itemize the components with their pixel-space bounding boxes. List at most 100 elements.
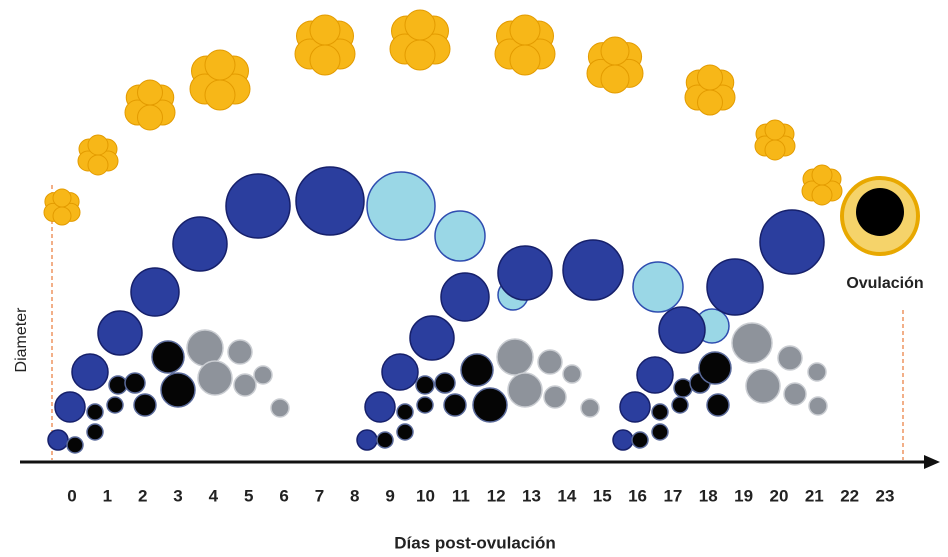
x-tick-label: 19: [734, 486, 753, 505]
small-follicle: [87, 424, 103, 440]
small-follicle: [377, 432, 393, 448]
atretic-follicle: [538, 350, 562, 374]
dominant-follicle: [659, 307, 705, 353]
x-tick-label: 13: [522, 486, 541, 505]
x-tick-label: 21: [805, 486, 824, 505]
dominant-follicle: [357, 430, 377, 450]
cloud-lobe: [88, 155, 108, 175]
cloud-lobe: [53, 207, 71, 225]
atretic-follicle: [228, 340, 252, 364]
atretic-follicle: [809, 397, 827, 415]
atretic-follicle: [746, 369, 780, 403]
corpus-luteum: [587, 37, 643, 93]
x-tick-label: 16: [628, 486, 647, 505]
axis-arrow: [924, 455, 940, 469]
dominant-follicle: [498, 246, 552, 300]
cloud-lobe: [310, 45, 340, 75]
ovulating-center: [856, 188, 904, 236]
small-follicle: [87, 404, 103, 420]
corpus-luteum: [685, 65, 735, 115]
corpus-luteum: [125, 80, 175, 130]
diagram: Diameter Días post-ovulación Ovulación 0…: [0, 0, 948, 557]
cloud-lobe: [601, 37, 629, 65]
small-follicle: [435, 373, 455, 393]
cloud-lobe: [138, 105, 163, 130]
dominant-follicle: [131, 268, 179, 316]
cloud-lobe: [53, 189, 71, 207]
cloud-lobe: [812, 165, 832, 185]
corpus-luteum: [495, 15, 555, 75]
regressing-follicle: [367, 172, 435, 240]
cloud-lobe: [601, 65, 629, 93]
x-tick-label: 18: [699, 486, 718, 505]
atretic-follicle: [544, 386, 566, 408]
dominant-follicle: [48, 430, 68, 450]
corpus-luteum: [295, 15, 355, 75]
dominant-follicle: [563, 240, 623, 300]
corpus-luteum: [802, 165, 842, 205]
dominant-follicle: [296, 167, 364, 235]
small-follicle: [67, 437, 83, 453]
corpus-luteum: [78, 135, 118, 175]
dominant-follicle: [760, 210, 824, 274]
x-tick-label: 1: [103, 486, 112, 505]
x-tick-label: 0: [67, 486, 76, 505]
small-follicle: [461, 354, 493, 386]
cloud-lobe: [698, 90, 723, 115]
regressing-follicle: [633, 262, 683, 312]
small-follicle: [161, 373, 195, 407]
dominant-follicle: [173, 217, 227, 271]
cloud-lobe: [138, 80, 163, 105]
atretic-follicle: [581, 399, 599, 417]
small-follicle: [674, 379, 692, 397]
cloud-lobe: [510, 15, 540, 45]
cloud-lobe: [205, 50, 235, 80]
dominant-follicle: [365, 392, 395, 422]
atretic-follicle: [254, 366, 272, 384]
atretic-follicle: [784, 383, 806, 405]
small-follicle: [707, 394, 729, 416]
x-tick-label: 12: [487, 486, 506, 505]
small-follicle: [672, 397, 688, 413]
x-tick-label: 3: [173, 486, 182, 505]
small-follicle: [632, 432, 648, 448]
dominant-follicle: [613, 430, 633, 450]
corpus-luteum: [390, 10, 450, 70]
atretic-follicle: [563, 365, 581, 383]
small-follicle: [125, 373, 145, 393]
x-tick-label: 10: [416, 486, 435, 505]
cloud-lobe: [405, 10, 435, 40]
x-tick-label: 20: [769, 486, 788, 505]
atretic-follicle: [808, 363, 826, 381]
corpus-luteum: [755, 120, 795, 160]
atretic-follicle: [497, 339, 533, 375]
x-tick-label: 8: [350, 486, 359, 505]
follicles: [44, 10, 918, 453]
x-tick-label: 4: [209, 486, 219, 505]
cloud-lobe: [205, 80, 235, 110]
small-follicle: [473, 388, 507, 422]
small-follicle: [397, 424, 413, 440]
small-follicle: [152, 341, 184, 373]
dominant-follicle: [441, 273, 489, 321]
x-tick-label: 9: [385, 486, 394, 505]
x-label: Días post-ovulación: [394, 533, 556, 552]
cloud-lobe: [812, 185, 832, 205]
cloud-lobe: [405, 40, 435, 70]
x-tick-label: 23: [876, 486, 895, 505]
y-label: Diameter: [13, 307, 30, 373]
dominant-follicle: [637, 357, 673, 393]
small-follicle: [109, 376, 127, 394]
dominant-follicle: [226, 174, 290, 238]
cloud-lobe: [310, 15, 340, 45]
cloud-lobe: [698, 65, 723, 90]
cloud-lobe: [88, 135, 108, 155]
small-follicle: [134, 394, 156, 416]
small-follicle: [652, 424, 668, 440]
small-follicle: [699, 352, 731, 384]
cloud-lobe: [765, 120, 785, 140]
x-tick-label: 2: [138, 486, 147, 505]
atretic-follicle: [732, 323, 772, 363]
x-tick-label: 11: [452, 486, 470, 505]
dominant-follicle: [410, 316, 454, 360]
